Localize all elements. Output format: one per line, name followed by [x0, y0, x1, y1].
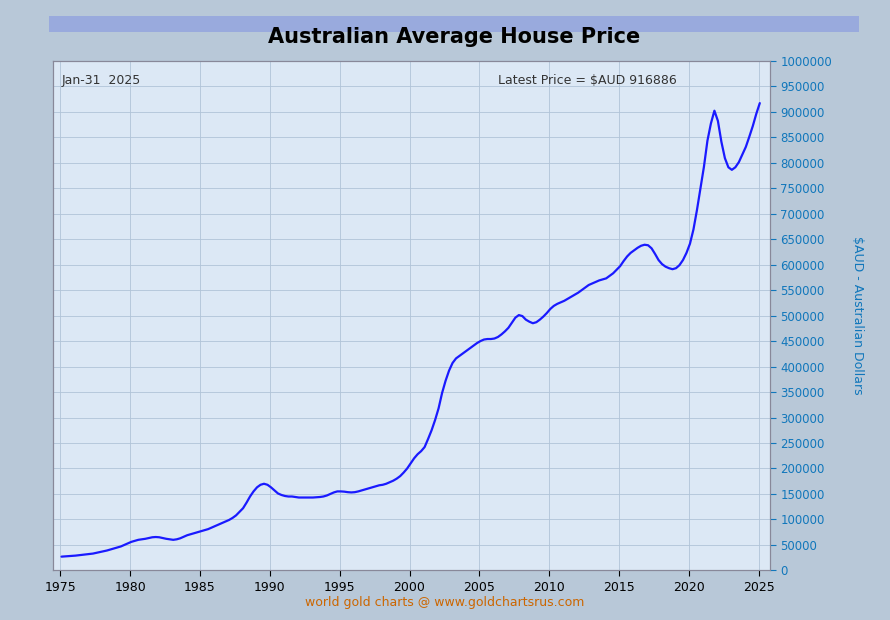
Text: world gold charts @ www.goldchartsrus.com: world gold charts @ www.goldchartsrus.co…	[305, 596, 585, 609]
Y-axis label: $AUD - Australian Dollars: $AUD - Australian Dollars	[852, 236, 864, 395]
Text: Australian Average House Price: Australian Average House Price	[268, 27, 640, 46]
Text: Latest Price = $AUD 916886: Latest Price = $AUD 916886	[498, 74, 676, 87]
Text: Jan-31  2025: Jan-31 2025	[62, 74, 142, 87]
Bar	[49, 16, 859, 32]
